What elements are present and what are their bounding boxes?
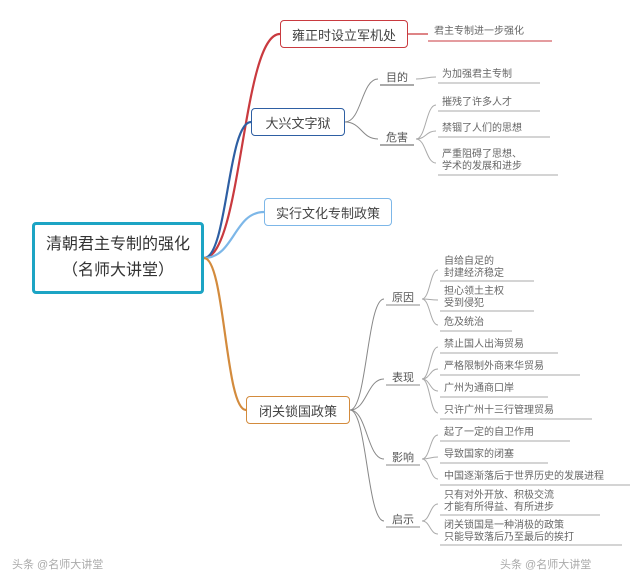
leaf-b1-0: 君主专制进一步强化 [432, 24, 552, 40]
item-b4-2-1: 导致国家的闭塞 [442, 448, 548, 462]
item-b4-1-1: 严格限制外商来华贸易 [442, 360, 580, 374]
item-b4-2-0: 起了一定的自卫作用 [442, 426, 570, 440]
group-b4-0: 原因 [388, 290, 418, 304]
item-b2-1-1: 禁锢了人们的思想 [440, 122, 550, 136]
item-b4-3-1: 闭关锁国是一种消极的政策只能导致落后乃至最后的挨打 [442, 520, 622, 544]
item-b4-1-2: 广州为通商口岸 [442, 382, 548, 396]
item-b2-1-0: 摧残了许多人才 [440, 96, 540, 110]
item-b4-2-2: 中国逐渐落后于世界历史的发展进程 [442, 470, 630, 484]
root-node: 清朝君主专制的强化（名师大讲堂） [32, 222, 204, 294]
item-b4-3-0: 只有对外开放、积极交流才能有所得益、有所进步 [442, 490, 600, 514]
item-b2-1-2: 严重阻碍了思想、学术的发展和进步 [440, 148, 558, 174]
item-b4-0-1: 担心领土主权受到侵犯 [442, 286, 534, 310]
watermark-left: 头条 @名师大讲堂 [12, 556, 103, 572]
group-b4-1: 表现 [388, 370, 418, 384]
group-b4-2: 影响 [388, 450, 418, 464]
item-b4-0-0: 自给自足的封建经济稳定 [442, 256, 534, 280]
branch-b2: 大兴文字狱 [251, 108, 345, 136]
item-b2-0-0: 为加强君主专制 [440, 68, 540, 82]
branch-b1: 雍正时设立军机处 [280, 20, 408, 48]
branch-b4: 闭关锁国政策 [246, 396, 350, 424]
group-b4-3: 启示 [388, 512, 418, 526]
group-b2-0: 目的 [382, 70, 412, 84]
branch-b3: 实行文化专制政策 [264, 198, 392, 226]
item-b4-1-3: 只许广州十三行管理贸易 [442, 404, 592, 418]
item-b4-1-0: 禁止国人出海贸易 [442, 338, 558, 352]
watermark-right: 头条 @名师大讲堂 [500, 556, 591, 572]
item-b4-0-2: 危及统治 [442, 316, 512, 330]
group-b2-1: 危害 [382, 130, 412, 144]
